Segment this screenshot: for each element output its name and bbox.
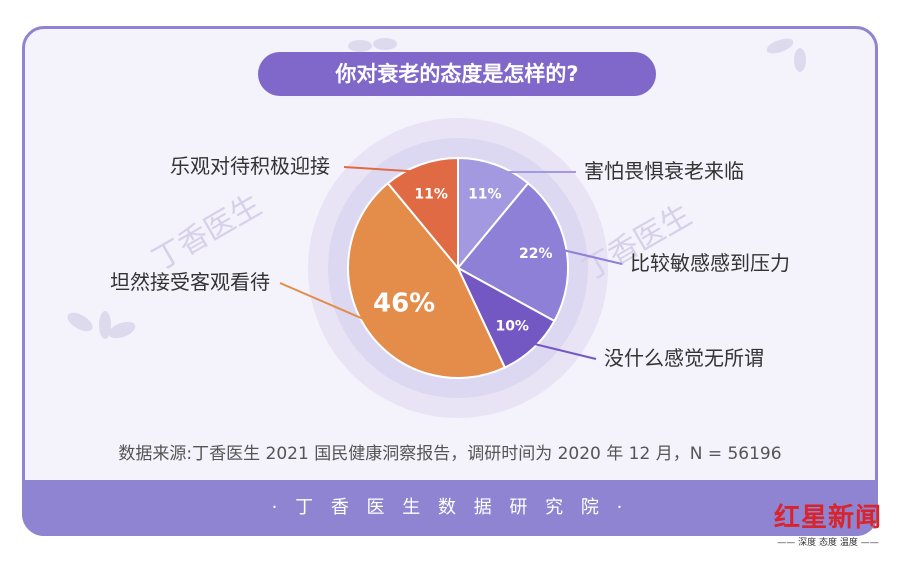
slice-category-label-1: 害怕畏惧衰老来临	[584, 159, 744, 183]
pie-slice-4	[347, 181, 507, 379]
slice-percent-label-3: 10%	[495, 319, 529, 335]
data-source-note: 数据来源:丁香医生 2021 国民健康洞察报告，调研时间为 2020 年 12 …	[118, 444, 782, 464]
slice-percent-label-5: 11%	[414, 186, 448, 202]
chart-title: 你对衰老的态度是怎样的?	[258, 52, 656, 96]
pie-slice-5	[386, 156, 459, 271]
pie-slices: 11% 22% 10% 46% 11%	[347, 156, 569, 379]
callout-line-2	[557, 247, 623, 265]
slice-category-label-4: 坦然接受客观看待	[110, 270, 270, 294]
news-logo-tagline: —— 深度 态度 温度 ——	[777, 538, 879, 548]
callout-line-5	[343, 166, 424, 174]
slice-percent-label-4: 46%	[373, 288, 435, 318]
slice-category-label-2: 比较敏感感到压力	[630, 251, 790, 275]
news-logo-text: 红星新闻	[773, 503, 882, 533]
footer-banner: · 丁 香 医 生 数 据 研 究 院 ·	[22, 480, 878, 536]
news-logo: 红星新闻 —— 深度 态度 温度 ——	[765, 497, 891, 557]
watermark-left: 丁香医生	[146, 188, 267, 278]
pie-slice-1	[457, 156, 530, 271]
slice-percent-label-2: 22%	[519, 246, 553, 262]
callout-line-3	[527, 341, 597, 360]
decorative-flower-icons	[67, 38, 806, 339]
slice-category-label-5: 乐观对待积极迎接	[170, 154, 330, 178]
callout-line-4	[279, 282, 373, 324]
slice-percent-label-1: 11%	[468, 186, 502, 202]
slice-category-label-3: 没什么感觉无所谓	[604, 346, 764, 370]
pie-slice-2	[456, 181, 569, 323]
